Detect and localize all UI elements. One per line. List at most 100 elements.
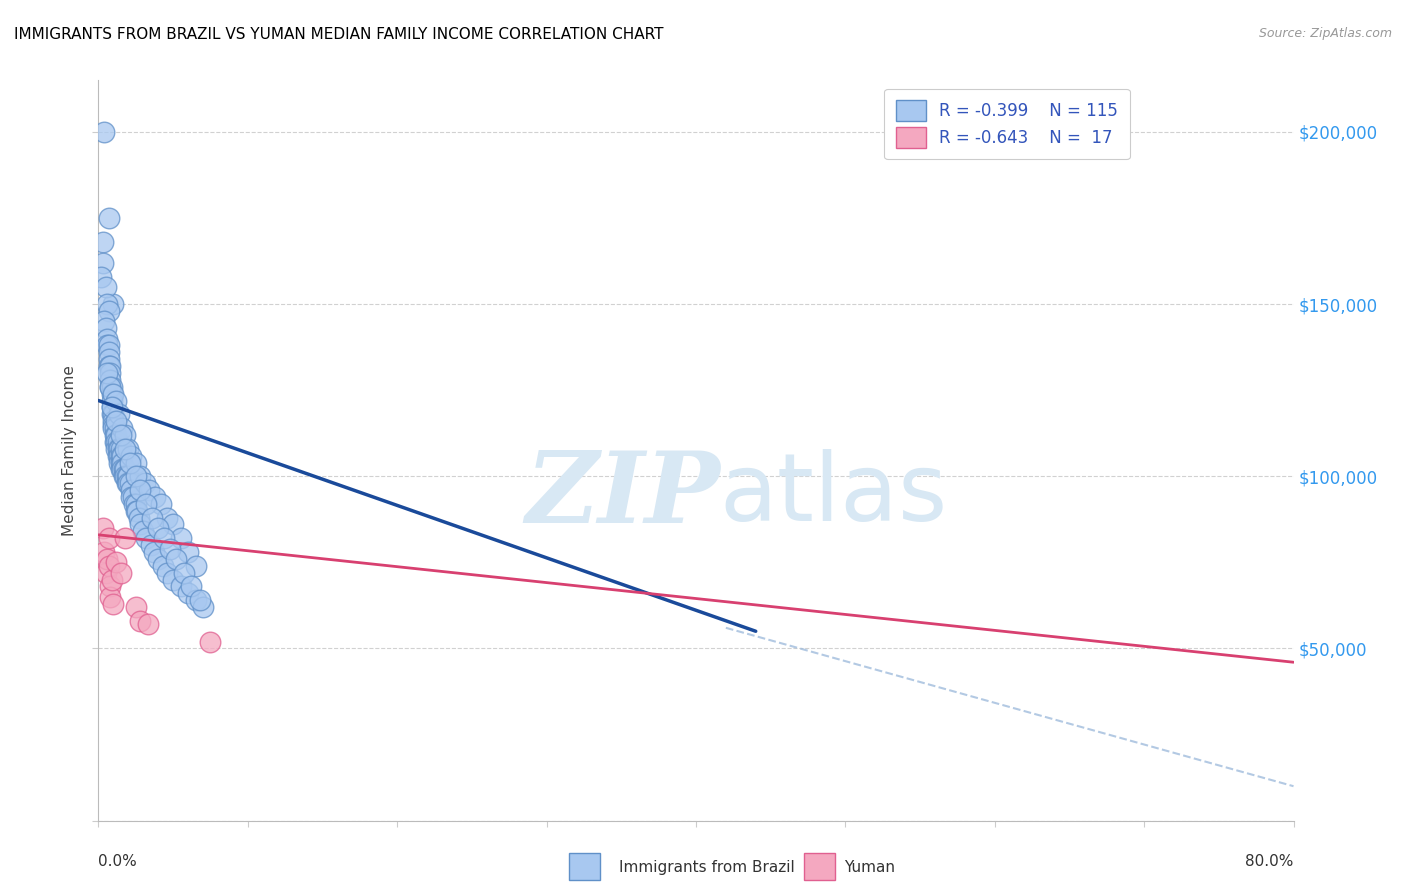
Point (108, 449, 131, 463)
Point (96, 332, 118, 346)
Point (103, 297, 125, 311)
Point (96, 552, 118, 566)
Point (129, 469, 152, 483)
Point (162, 573, 184, 587)
Point (101, 401, 124, 415)
Point (117, 476, 139, 491)
Point (101, 573, 124, 587)
Point (120, 483, 142, 497)
Point (98, 359, 122, 373)
Point (108, 456, 131, 470)
Point (143, 490, 166, 504)
Point (117, 442, 139, 456)
Point (104, 428, 127, 442)
Point (134, 476, 156, 491)
Text: Immigrants from Brazil: Immigrants from Brazil (619, 860, 794, 874)
Point (118, 476, 141, 491)
Point (98, 380, 122, 394)
Point (162, 517, 184, 532)
Point (103, 417, 125, 432)
Point (111, 449, 134, 463)
Point (135, 497, 157, 511)
Point (128, 510, 150, 524)
Point (91, 256, 114, 270)
Point (117, 469, 139, 483)
Point (103, 597, 125, 611)
Point (98, 373, 122, 387)
Point (97, 352, 120, 367)
Point (110, 449, 132, 463)
Text: Yuman: Yuman (844, 860, 894, 874)
Point (142, 545, 165, 559)
Point (101, 407, 124, 421)
Point (96, 366, 118, 380)
Text: Source: ZipAtlas.com: Source: ZipAtlas.com (1258, 27, 1392, 40)
Point (96, 297, 118, 311)
Text: atlas: atlas (720, 449, 948, 541)
Point (169, 579, 191, 593)
Point (120, 490, 142, 504)
Point (103, 414, 125, 428)
Point (93, 125, 115, 139)
Point (129, 614, 152, 628)
Point (103, 386, 125, 401)
Point (110, 462, 132, 476)
Point (125, 600, 148, 615)
Point (129, 483, 152, 497)
Point (105, 428, 128, 442)
Point (94, 321, 117, 335)
Point (110, 456, 132, 470)
Point (125, 504, 148, 518)
Point (96, 338, 118, 352)
Legend: R = -0.399    N = 115, R = -0.643    N =  17: R = -0.399 N = 115, R = -0.643 N = 17 (884, 88, 1130, 160)
Point (121, 490, 143, 504)
Point (112, 469, 135, 483)
Point (200, 634, 222, 648)
Point (125, 469, 148, 483)
Point (118, 456, 141, 470)
Point (159, 541, 181, 556)
Point (97, 531, 120, 545)
Point (139, 538, 162, 552)
Point (103, 407, 125, 421)
Point (101, 380, 124, 394)
Point (188, 593, 211, 607)
Point (108, 407, 131, 421)
Point (93, 545, 115, 559)
Point (148, 521, 170, 535)
Point (104, 421, 127, 435)
Point (141, 510, 163, 524)
Point (91, 235, 114, 249)
Point (93, 314, 115, 328)
Point (173, 566, 195, 580)
Point (105, 414, 128, 428)
Point (125, 497, 148, 511)
Point (94, 566, 117, 580)
Point (94, 280, 117, 294)
Point (97, 558, 120, 573)
Point (98, 380, 122, 394)
Point (156, 566, 179, 580)
Text: 80.0%: 80.0% (1246, 854, 1294, 869)
Point (112, 462, 135, 476)
Point (105, 434, 128, 449)
Point (153, 531, 176, 545)
Point (114, 428, 136, 442)
Point (184, 593, 207, 607)
Point (103, 421, 125, 435)
FancyBboxPatch shape (569, 853, 600, 880)
Point (110, 566, 132, 580)
Point (105, 393, 128, 408)
Point (90, 269, 112, 284)
Text: 0.0%: 0.0% (98, 854, 138, 869)
Point (177, 545, 200, 559)
Point (177, 586, 200, 600)
Point (101, 386, 124, 401)
Point (120, 449, 142, 463)
Point (114, 442, 136, 456)
Point (105, 442, 128, 456)
Point (98, 579, 122, 593)
Point (98, 366, 122, 380)
Point (107, 434, 129, 449)
Point (111, 456, 134, 470)
